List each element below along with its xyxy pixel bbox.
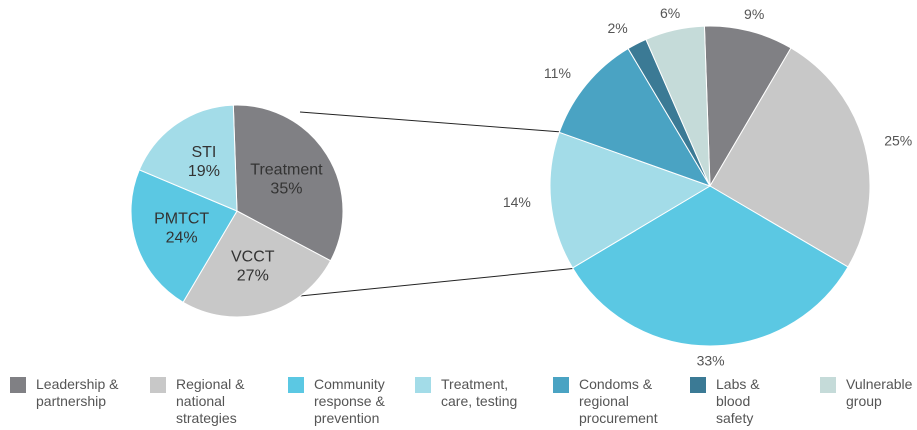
- legend-swatch: [415, 377, 431, 393]
- legend-label: Leadership & partnership: [36, 376, 119, 409]
- pie-slice: [709, 47, 871, 268]
- legend-item: Regional & national strategies: [150, 376, 260, 427]
- legend-swatch: [690, 377, 706, 393]
- connector: [299, 267, 579, 297]
- value-label: 19%: [188, 163, 220, 180]
- pie-slice: [571, 185, 849, 347]
- value-label: 25%: [884, 132, 912, 148]
- legend-swatch: [553, 377, 569, 393]
- legend-swatch: [288, 377, 304, 393]
- slice-label: PMTCT: [154, 211, 209, 228]
- chart: Treatment 35% VCCT 27% PMTCT 24% STI 19% 9% 25% 33…: [130, 5, 912, 369]
- legend-label: Labs & blood safety: [716, 376, 760, 426]
- legend-label: Community response & prevention: [314, 376, 385, 426]
- legend-label: Treatment, care, testing: [441, 376, 518, 409]
- value-label: 2%: [607, 20, 627, 36]
- value-label: 11%: [544, 65, 571, 81]
- legend-label: Regional & national strategies: [176, 376, 245, 426]
- legend-label: Vulnerable group: [846, 376, 913, 409]
- pie-slice: [182, 210, 332, 318]
- legend-swatch: [150, 377, 166, 393]
- slice-label: VCCT: [231, 248, 275, 265]
- slice-label: Treatment: [250, 161, 323, 178]
- pie-slice: [232, 104, 344, 262]
- legend-swatch: [820, 377, 836, 393]
- legend: Leadership & partnership Regional & natio…: [0, 376, 917, 430]
- legend-item: Condoms & regional procurement: [553, 376, 663, 427]
- legend-item: Treatment, care, testing: [415, 376, 525, 410]
- legend-label: Condoms & regional procurement: [579, 376, 658, 426]
- value-label: 27%: [237, 267, 269, 284]
- pie-slice: [549, 131, 712, 269]
- legend-item: Leadership & partnership: [10, 376, 120, 410]
- pie-slice: [130, 169, 238, 303]
- legend-swatch: [10, 377, 26, 393]
- legend-item: Labs & blood safety: [690, 376, 790, 427]
- legend-item: Vulnerable group: [820, 376, 915, 410]
- value-label: 24%: [166, 230, 198, 247]
- pie-slice: [703, 25, 792, 188]
- pie-slice: [138, 104, 238, 212]
- connector: [299, 111, 563, 133]
- value-label: 35%: [270, 180, 302, 197]
- value-label: 6%: [660, 5, 680, 21]
- value-label: 33%: [697, 353, 725, 369]
- slice-label: STI: [191, 144, 216, 161]
- value-label: 14%: [503, 194, 531, 210]
- pie-slice: [558, 47, 712, 187]
- pie-slice: [645, 25, 711, 187]
- value-label: 9%: [744, 6, 764, 22]
- legend-item: Community response & prevention: [288, 376, 398, 427]
